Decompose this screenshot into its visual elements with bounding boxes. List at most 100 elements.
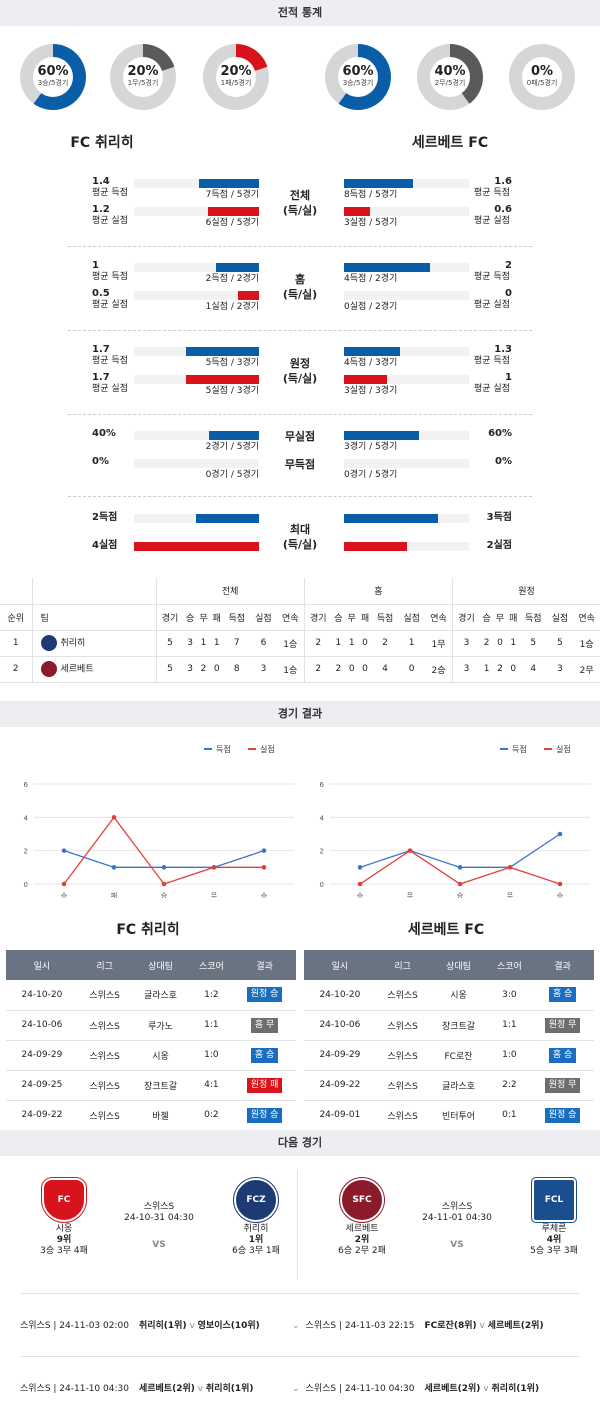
data-point — [407, 848, 413, 853]
schedule-home: 세르베트(2위) — [424, 1384, 481, 1394]
right-bar — [344, 263, 430, 272]
standings-sub-header: 순위 팀 경기 승 무 패 득점 실점 연속 경기 승 무 패 득점 실점 연속 경기 승 무 패 득점 실점 연속 — [0, 604, 600, 631]
standings-col-header: 무 — [196, 604, 211, 631]
standings-col-header: 실점 — [398, 604, 425, 631]
group-separator — [68, 496, 532, 497]
right-form-chart: 0 2 4 6 승 무 승 무 승 득점 실점 — [320, 744, 590, 898]
team-record: 6승 2무 2패 — [338, 1246, 386, 1256]
schedule-item[interactable]: ⌄ 스위스S | 24-11-10 04:30 세르베트(2위) v 취리히(1위… — [292, 1383, 539, 1395]
standings-rank-header: 순위 — [0, 604, 32, 631]
standings-group-all: 전체 — [155, 578, 305, 605]
standings-team[interactable]: 세르베트 — [31, 656, 156, 683]
y-tick-label: 6 — [320, 781, 325, 789]
results-title: 경기 결과 — [277, 707, 323, 720]
left-bar — [209, 431, 259, 440]
results-date: 24-09-29 — [304, 1040, 376, 1071]
standings-group-row: 전체 홈 원정 — [0, 578, 600, 605]
results-row: 24-09-01 스위스S 빈터투어 0:1 원정 승 — [304, 1100, 594, 1131]
standings-col-header: 득점 — [223, 604, 251, 631]
left-stat-value: 0% — [92, 456, 109, 467]
standings-cell: 3 — [183, 630, 197, 657]
left-bar — [208, 207, 259, 216]
standings-cell: 3 — [183, 656, 197, 683]
results-league: 스위스S — [375, 1040, 430, 1071]
right-stat-count: 3실점 / 5경기 — [344, 218, 398, 228]
results-score: 1:2 — [189, 980, 234, 1011]
home-team-logo-icon: FC SION — [42, 1178, 86, 1245]
next-match-info: 스위스S 24-10-31 04:30 — [114, 1202, 204, 1224]
group-separator — [68, 414, 532, 415]
right-bar — [344, 431, 419, 440]
standings-body: 1 취리히 5 3 1 1 7 6 1승 2 1 1 0 2 1 1무 3 2 0 1 5 5 1승 2 세르베트 5 3 2 0 8 3 1… — [0, 630, 600, 683]
donut-center: 20% 1패/5경기 — [216, 57, 256, 97]
win-rate-donut: 0% 0패/5경기 — [509, 44, 575, 110]
away-team-info[interactable]: 루체른 4위 5승 3무 3패 — [516, 1224, 592, 1257]
team-record: 3승 3무 4패 — [40, 1246, 88, 1256]
results-score: 0:1 — [487, 1100, 532, 1131]
result-badge: 원정 패 — [246, 1077, 283, 1093]
x-tick-label: 무 — [407, 892, 414, 898]
schedule-item[interactable]: 스위스S | 24-11-10 04:30 세르베트(2위) v 취리히(1위) — [20, 1383, 254, 1395]
left-results-table: 일시 리그 상대팀 스코어 결과 24-10-20 스위스S 글라스호 1:2 원정 승 24-10… — [6, 950, 296, 1131]
standings-team-header: 팀 — [31, 604, 156, 631]
results-row: 24-10-06 스위스S 루가노 1:1 홈 무 — [6, 1010, 296, 1041]
left-stat-value: 1.7 — [92, 372, 110, 383]
right-stat-value: 0% — [495, 456, 512, 467]
results-date: 24-09-01 — [304, 1100, 376, 1131]
right-stat-label: 평균 실점 — [474, 216, 510, 226]
home-team-logo-text: SFC — [352, 1195, 372, 1205]
results-col-header: 결과 — [233, 950, 296, 980]
standings-cell: 4 — [519, 656, 547, 683]
right-stat-count: 3실점 / 3경기 — [344, 386, 398, 396]
left-stat-value: 1.7 — [92, 344, 110, 355]
right-stat-label: 평균 실점 — [474, 384, 510, 394]
right-stat-value: 3득점 — [486, 512, 512, 523]
home-team-logo-icon: SFC — [340, 1178, 384, 1222]
x-tick-label: 무 — [507, 892, 514, 898]
schedule-home: 세르베트(2위) — [138, 1384, 195, 1394]
right-results-table: 일시 리그 상대팀 스코어 결과 24-10-20 스위스S 시옹 3:0 홈 승 24-10-06… — [304, 950, 594, 1131]
results-outcome: 원정 승 — [531, 1100, 594, 1131]
standings-cell: 4 — [371, 656, 399, 683]
legend-label-against: 실점 — [556, 744, 571, 754]
schedule-item[interactable]: 스위스S | 24-11-03 02:00 취리히(1위) v 영보이스(10위… — [20, 1320, 260, 1332]
schedule-item[interactable]: ⌄ 스위스S | 24-11-03 22:15 FC로잔(8위) v 세르베트(2… — [292, 1320, 544, 1332]
right-bar — [344, 347, 400, 356]
results-outcome: 원정 무 — [531, 1070, 594, 1101]
results-league: 스위스S — [375, 1100, 430, 1131]
standings-cell: 5 — [155, 630, 184, 657]
standings-cell: 1승 — [276, 656, 305, 683]
x-tick-label: 승 — [457, 892, 464, 898]
standings-col-header: 패 — [210, 604, 224, 631]
left-stat-value: 0.5 — [92, 288, 110, 299]
next-match-info: 스위스S 24-11-01 04:30 — [412, 1202, 502, 1224]
right-stat-value: 1 — [505, 372, 512, 383]
home-team-info[interactable]: 세르베트 2위 6승 2무 2패 — [324, 1224, 400, 1257]
standings-cell: 0 — [345, 656, 359, 683]
right-bar-track — [344, 459, 469, 468]
standings-col-header: 경기 — [451, 604, 480, 631]
left-bar-track — [134, 207, 259, 216]
data-point — [111, 865, 117, 870]
standings-col-header: 연속 — [573, 604, 600, 631]
left-bar — [134, 542, 259, 551]
home-team-info[interactable]: 시옹 9위 3승 3무 4패 — [26, 1224, 102, 1257]
y-tick-label: 0 — [24, 881, 28, 889]
standings-group-home: 홈 — [303, 578, 453, 605]
away-team-logo-text: FCL — [544, 1195, 564, 1205]
left-stat-label: 평균 실점 — [92, 384, 128, 394]
x-tick-label: 승 — [357, 892, 364, 898]
away-team-info[interactable]: 취리히 1위 6승 3무 1패 — [218, 1224, 294, 1257]
y-tick-label: 4 — [24, 814, 29, 822]
standings-cell: 0 — [358, 630, 372, 657]
team-right-name: 세르베트 FC — [411, 135, 489, 151]
right-bar-track — [344, 291, 469, 300]
donut-percent: 20% — [220, 64, 252, 79]
results-opp: 바젤 — [131, 1100, 190, 1131]
standings-team[interactable]: 취리히 — [31, 630, 156, 657]
results-right-team: 세르베트 FC — [407, 922, 485, 938]
right-bar-track — [344, 347, 469, 356]
left-stat-label: 평균 득점 — [92, 356, 128, 366]
results-league: 스위스S — [77, 1040, 132, 1071]
results-score: 1:1 — [487, 1010, 532, 1041]
